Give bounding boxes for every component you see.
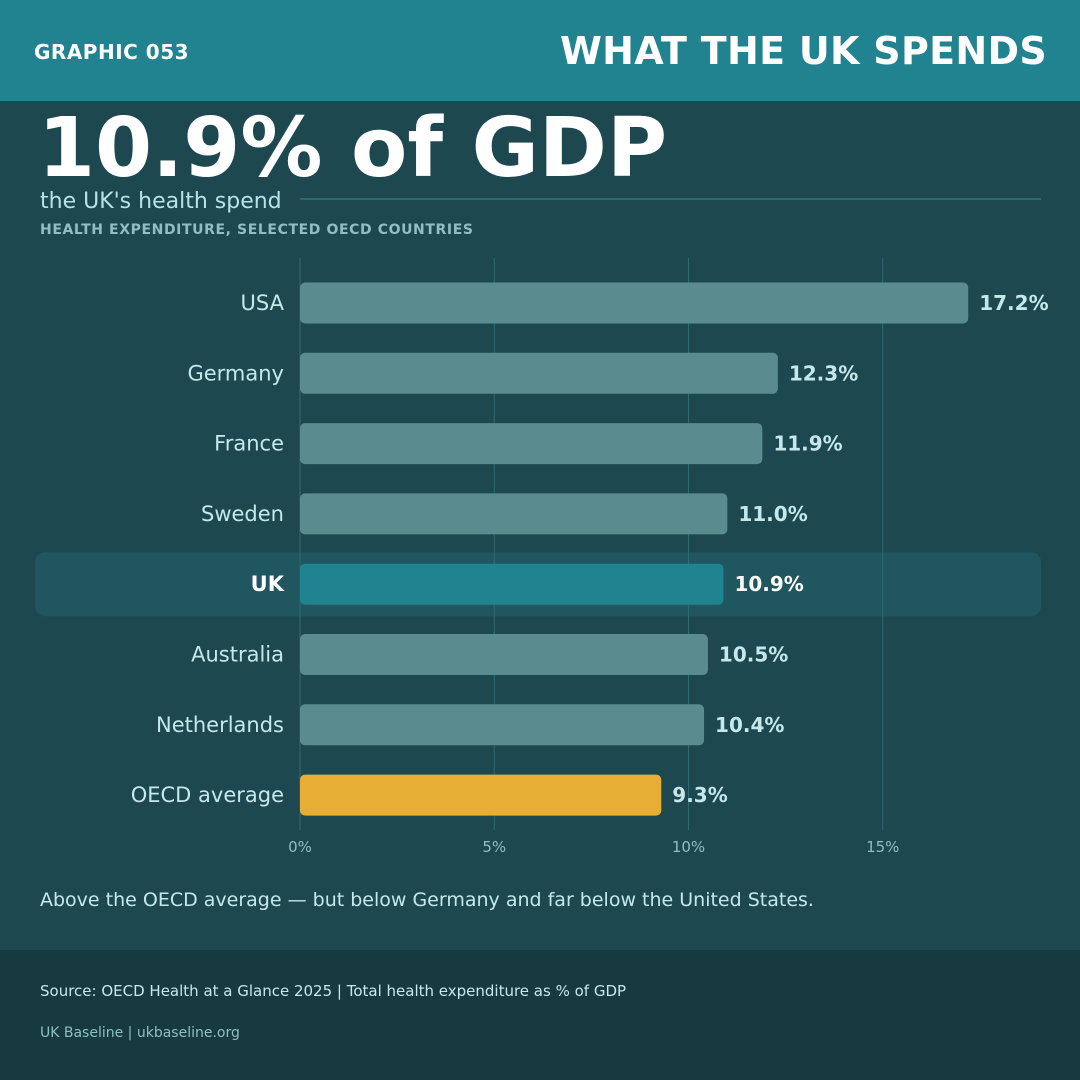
value-label: 11.0% — [738, 502, 807, 526]
value-label: 11.9% — [773, 432, 842, 456]
bar-oecd-average — [300, 774, 662, 816]
bar-uk — [300, 563, 724, 605]
category-label: OECD average — [131, 783, 284, 807]
category-label: Germany — [187, 361, 284, 385]
x-tick-label: 0% — [288, 838, 312, 856]
x-tick-label: 5% — [482, 838, 506, 856]
category-label: UK — [251, 572, 285, 596]
x-tick-label: 10% — [672, 838, 705, 856]
category-label: Netherlands — [156, 713, 284, 737]
chart-title: HEALTH EXPENDITURE, SELECTED OECD COUNTR… — [40, 222, 474, 238]
header-title: WHAT THE UK SPENDS — [559, 29, 1047, 73]
headline-subtitle: the UK's health spend — [40, 189, 282, 214]
bar-germany — [300, 352, 778, 394]
credit-line: UK Baseline | ukbaseline.org — [40, 1025, 240, 1041]
value-label: 9.3% — [672, 783, 727, 807]
bar-usa — [300, 282, 969, 324]
bar-chart: 0% 5% 10% 15% USA 17.2% Germany 12.3% France 11.9… — [35, 258, 1049, 856]
footer-bar — [0, 950, 1080, 1080]
headline-stat: 10.9% of GDP — [38, 101, 668, 196]
bar-australia — [300, 634, 708, 675]
category-label: USA — [241, 291, 285, 315]
chart-caption: Above the OECD average — but below Germa… — [40, 889, 814, 911]
value-label: 10.5% — [719, 643, 788, 667]
category-label: France — [214, 432, 284, 456]
bar-france — [300, 423, 763, 465]
header-bar: GRAPHIC 053 WHAT THE UK SPENDS — [0, 0, 1080, 101]
value-label: 12.3% — [789, 361, 858, 385]
bar-sweden — [300, 493, 728, 535]
x-tick-label: 15% — [866, 838, 899, 856]
value-label: 10.4% — [715, 713, 784, 737]
source-note: Source: OECD Health at a Glance 2025 | T… — [40, 982, 627, 1000]
category-label: Australia — [191, 643, 284, 667]
category-label: Sweden — [201, 502, 284, 526]
bar-netherlands — [300, 704, 705, 746]
divider-rule — [300, 198, 1041, 200]
value-label: 17.2% — [979, 291, 1048, 315]
value-label: 10.9% — [734, 572, 803, 596]
graphic-number: GRAPHIC 053 — [34, 40, 190, 64]
